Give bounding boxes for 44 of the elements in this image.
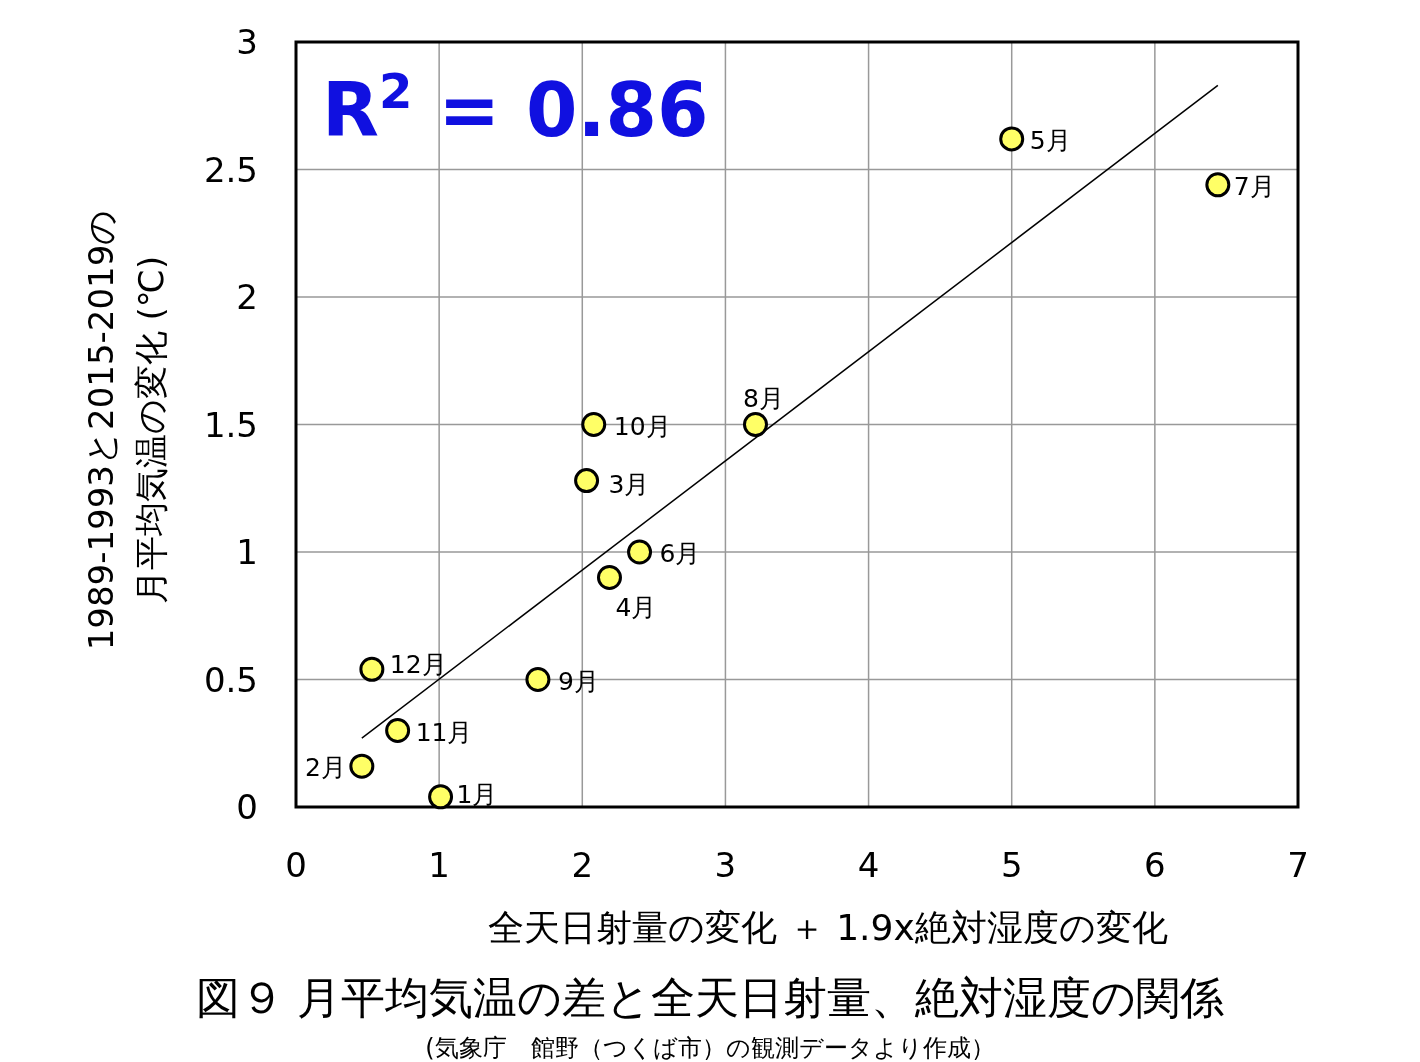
annotation: 2月 bbox=[304, 753, 346, 783]
annotation: 9月 bbox=[557, 666, 599, 696]
point bbox=[581, 412, 607, 437]
point bbox=[349, 753, 375, 779]
point bbox=[525, 667, 551, 692]
x-tick-label: 4 bbox=[857, 845, 880, 885]
y-tick-label: 0 bbox=[236, 787, 258, 827]
annotation: 11月 bbox=[415, 717, 473, 747]
x-tick-label: 5 bbox=[1000, 845, 1023, 885]
annotation: 8月 bbox=[743, 383, 784, 413]
annotation: 1月 bbox=[456, 779, 498, 809]
point bbox=[428, 784, 454, 810]
x-axis-title: 全天日射量の変化 ＋ 1.9x絶対湿度の変化 bbox=[488, 907, 1168, 948]
point bbox=[385, 718, 411, 743]
x-tick-label: 2 bbox=[571, 845, 594, 885]
x-tick-label: 3 bbox=[714, 845, 737, 885]
y-tick-label: 2.5 bbox=[203, 149, 258, 190]
annotation: 12月 bbox=[389, 650, 447, 680]
text: (気象庁 館野（つくば市）の観測データより作成） bbox=[425, 1034, 995, 1062]
point bbox=[596, 565, 622, 590]
x-tick-label: 0 bbox=[285, 845, 307, 885]
annotation: R$^{2}$ = 0.86 bbox=[322, 63, 709, 153]
y-tick-label: 2 bbox=[236, 277, 258, 317]
text: 図９ 月平均気温の差と全天日射量、絶対湿度の関係 bbox=[195, 972, 1225, 1023]
y-tick-label: 3 bbox=[236, 22, 258, 62]
y-axis-title: 1989-1993と2015-2019の月平均気温の変化 (℃) bbox=[81, 209, 171, 651]
annotation: 6月 bbox=[659, 539, 701, 568]
x-tick-label: 6 bbox=[1144, 845, 1166, 885]
annotation: 3月 bbox=[608, 469, 650, 499]
x-tick-label: 1 bbox=[428, 845, 450, 885]
point bbox=[1205, 172, 1231, 198]
annotation: 4月 bbox=[615, 592, 657, 622]
y-tick-label: 1.5 bbox=[203, 404, 258, 445]
x-tick-label: 7 bbox=[1287, 845, 1309, 885]
point bbox=[359, 656, 385, 682]
y-tick-label: 1 bbox=[236, 532, 258, 572]
point bbox=[574, 468, 600, 494]
annotation: 10月 bbox=[613, 411, 671, 441]
annotation: 7月 bbox=[1233, 171, 1275, 201]
point bbox=[999, 126, 1025, 152]
y-tick-label: 0.5 bbox=[203, 659, 258, 700]
point bbox=[627, 539, 653, 565]
annotation: 5月 bbox=[1029, 125, 1071, 155]
point bbox=[742, 412, 768, 437]
